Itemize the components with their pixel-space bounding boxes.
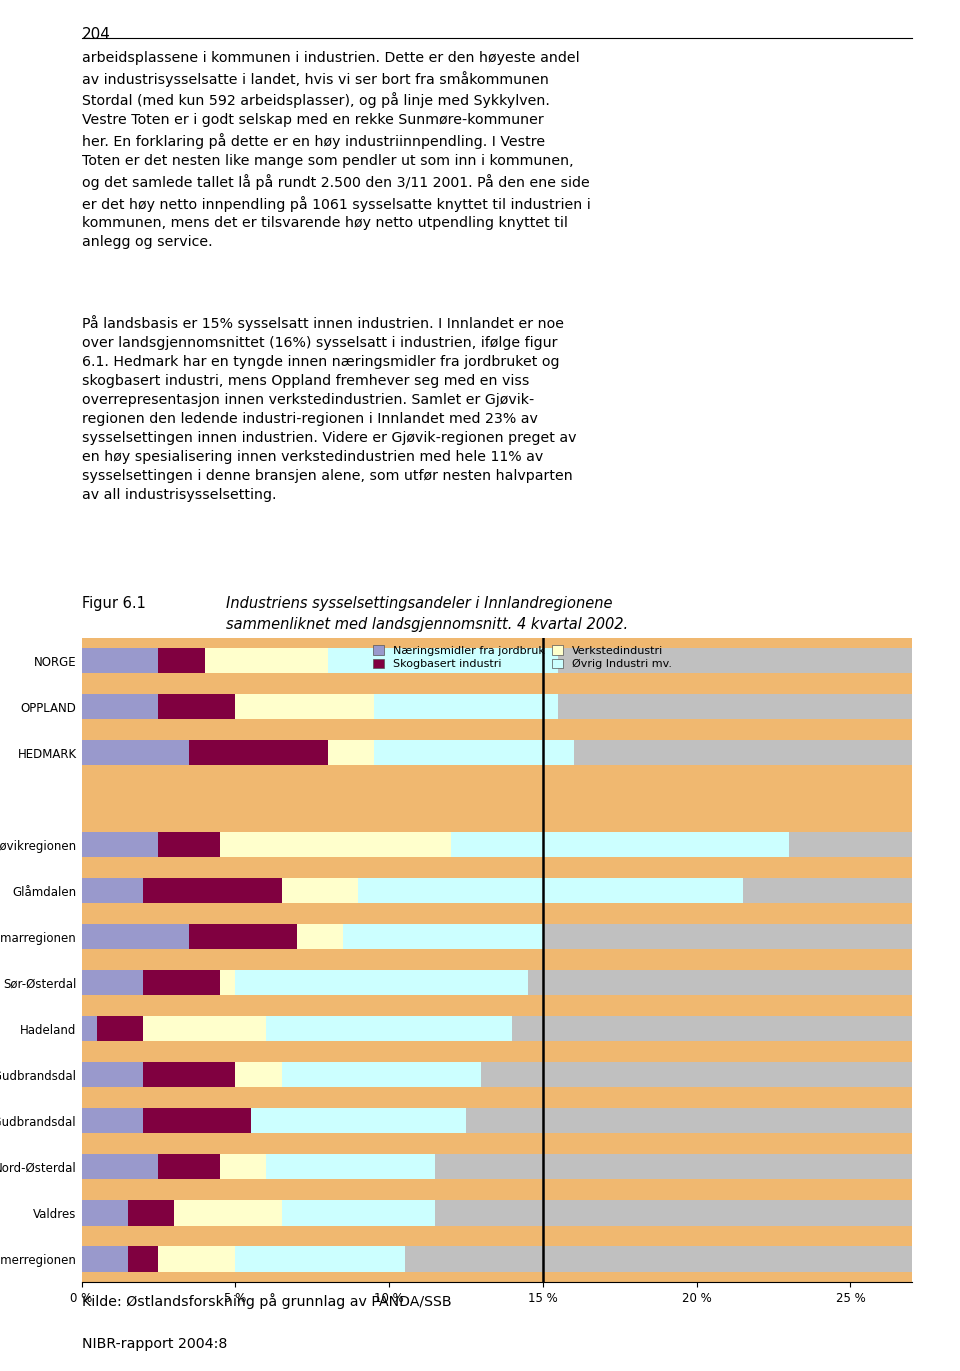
Bar <box>97 1016 143 1042</box>
Bar <box>82 648 158 673</box>
Bar <box>82 740 912 765</box>
Bar <box>82 924 912 949</box>
Bar <box>82 1016 97 1042</box>
Bar <box>235 1246 404 1271</box>
Bar <box>373 694 559 720</box>
Bar <box>358 877 743 903</box>
Bar <box>82 1063 912 1087</box>
Bar <box>82 1108 912 1134</box>
Bar <box>235 1063 281 1087</box>
Bar <box>82 832 912 857</box>
Bar <box>82 1246 128 1271</box>
Bar <box>220 1154 266 1179</box>
Bar <box>82 832 158 857</box>
Bar <box>82 971 912 995</box>
Bar <box>343 924 543 949</box>
Bar <box>189 740 327 765</box>
Bar <box>220 832 450 857</box>
Bar <box>82 694 158 720</box>
Bar <box>251 1108 466 1134</box>
Text: Kilde: Østlandsforskning på grunnlag av PANDA/SSB: Kilde: Østlandsforskning på grunnlag av … <box>82 1293 451 1309</box>
Bar <box>143 1063 235 1087</box>
Bar <box>281 877 358 903</box>
Bar <box>235 694 373 720</box>
Bar <box>82 877 143 903</box>
Bar <box>327 740 373 765</box>
Text: arbeidsplassene i kommunen i industrien. Dette er den høyeste andel
av industris: arbeidsplassene i kommunen i industrien.… <box>82 51 590 250</box>
Text: På landsbasis er 15% sysselsatt innen industrien. I Innlandet er noe
over landsg: På landsbasis er 15% sysselsatt innen in… <box>82 315 576 502</box>
Bar <box>158 694 235 720</box>
Bar <box>82 648 912 673</box>
Bar <box>143 1016 266 1042</box>
Bar <box>266 1154 435 1179</box>
Bar <box>235 971 528 995</box>
Bar <box>450 832 789 857</box>
Bar <box>281 1063 481 1087</box>
Bar <box>82 1200 128 1226</box>
Bar <box>82 1246 912 1271</box>
Bar <box>143 1108 251 1134</box>
Bar <box>281 1200 435 1226</box>
Bar <box>158 648 204 673</box>
Bar <box>189 924 297 949</box>
Text: 204: 204 <box>82 27 110 43</box>
Bar <box>82 924 189 949</box>
Text: NIBR-rapport 2004:8: NIBR-rapport 2004:8 <box>82 1337 227 1350</box>
Bar <box>158 1246 235 1271</box>
Bar <box>82 1063 143 1087</box>
Legend: Næringsmidler fra jordbruk, Skogbasert industri, Verkstedindustri, Øvrig Industr: Næringsmidler fra jordbruk, Skogbasert i… <box>371 643 674 672</box>
Bar <box>158 1154 220 1179</box>
Bar <box>128 1246 158 1271</box>
Bar <box>82 740 189 765</box>
Bar <box>82 1016 912 1042</box>
Bar <box>266 1016 513 1042</box>
Bar <box>174 1200 281 1226</box>
Bar <box>158 832 220 857</box>
Text: Industriens sysselsettingsandeler i Innlandregionene
sammenliknet med landsgjenn: Industriens sysselsettingsandeler i Innl… <box>226 596 628 632</box>
Bar <box>327 648 559 673</box>
Bar <box>82 1200 912 1226</box>
Bar <box>82 877 912 903</box>
Bar <box>204 648 327 673</box>
Bar <box>82 694 912 720</box>
Bar <box>143 877 281 903</box>
Bar <box>82 1154 912 1179</box>
Bar <box>82 1154 158 1179</box>
Text: Figur 6.1: Figur 6.1 <box>82 596 146 611</box>
Bar <box>373 740 574 765</box>
Bar <box>128 1200 174 1226</box>
Bar <box>220 971 235 995</box>
Bar <box>82 1108 143 1134</box>
Bar <box>82 971 143 995</box>
Bar <box>143 971 220 995</box>
Bar <box>297 924 343 949</box>
